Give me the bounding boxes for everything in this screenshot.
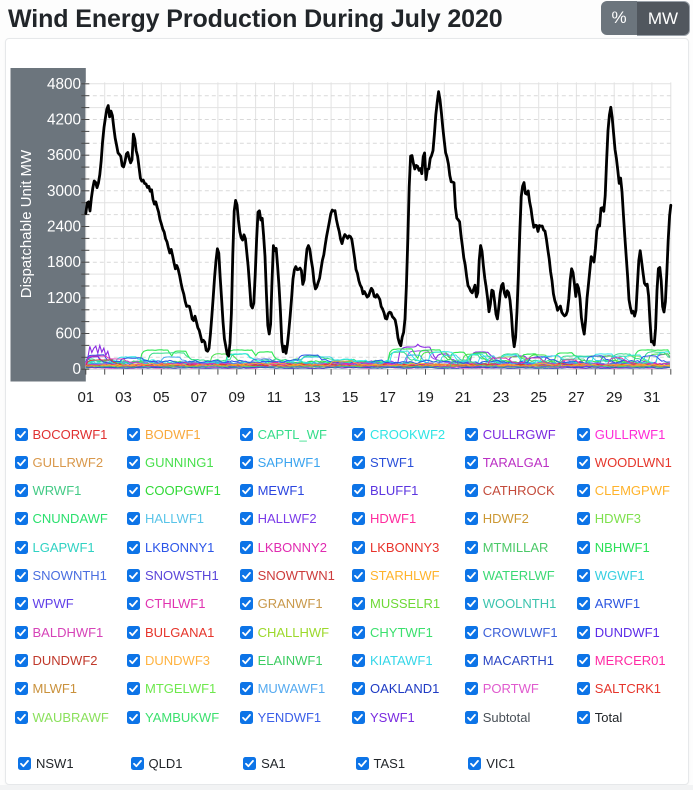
svg-text:01: 01 <box>77 389 94 406</box>
svg-text:03: 03 <box>115 389 132 406</box>
svg-text:4200: 4200 <box>47 112 81 129</box>
svg-text:1200: 1200 <box>47 290 81 307</box>
svg-text:11: 11 <box>267 389 283 406</box>
svg-text:3600: 3600 <box>47 147 81 164</box>
svg-text:25: 25 <box>530 389 547 406</box>
svg-text:3000: 3000 <box>47 183 81 200</box>
svg-text:15: 15 <box>342 389 359 406</box>
svg-text:21: 21 <box>455 389 472 406</box>
svg-text:600: 600 <box>55 326 81 343</box>
svg-text:07: 07 <box>191 389 208 406</box>
svg-text:23: 23 <box>493 389 510 406</box>
svg-text:19: 19 <box>417 389 434 406</box>
svg-text:27: 27 <box>568 389 585 406</box>
svg-text:2400: 2400 <box>47 219 81 236</box>
svg-text:29: 29 <box>606 389 623 406</box>
svg-text:05: 05 <box>153 389 170 406</box>
svg-text:17: 17 <box>379 389 396 406</box>
svg-text:13: 13 <box>304 389 321 406</box>
svg-text:1800: 1800 <box>47 254 81 271</box>
svg-text:31: 31 <box>644 389 661 406</box>
svg-text:09: 09 <box>228 389 245 406</box>
svg-text:0: 0 <box>72 361 81 378</box>
svg-text:Dispatchable Unit MW: Dispatchable Unit MW <box>18 149 35 298</box>
svg-text:4800: 4800 <box>47 76 81 93</box>
